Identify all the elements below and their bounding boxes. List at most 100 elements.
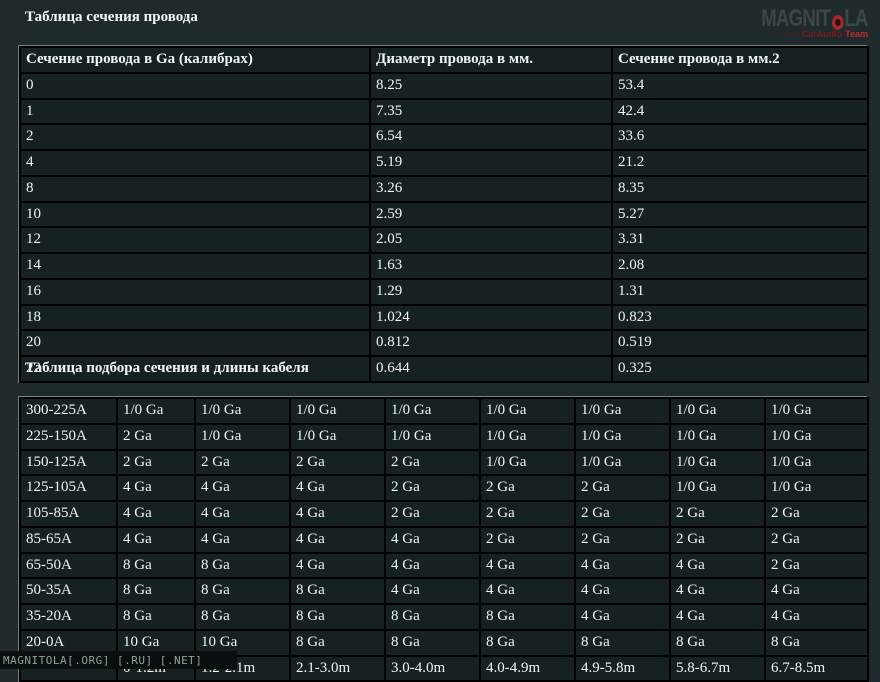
table-cell: 2 Ga (764, 525, 869, 554)
table-cell: 0 (19, 71, 371, 100)
table-cell: 2 Ga (116, 448, 196, 477)
table-cell: 8 Ga (479, 628, 576, 657)
table-cell: 4 Ga (764, 603, 869, 631)
table-cell: 4.9-5.8m (574, 654, 671, 682)
table-cell: 1/0 Ga (764, 397, 869, 425)
table-cell: 1/0 Ga (194, 422, 291, 451)
wire-gauge-table-container: Сечение провода в Ga (калибрах) Диаметр … (18, 45, 869, 383)
table-cell: 2 Ga (669, 500, 766, 528)
table-cell: 33.6 (611, 123, 869, 151)
table-row: 65-50A 8 Ga 8 Ga 4 Ga 4 Ga 4 Ga 4 Ga 4 Ga 2 Ga (19, 551, 869, 580)
column-header-diameter: Диаметр провода в мм. (369, 46, 613, 74)
table-cell: 225-150A (19, 422, 118, 451)
table-cell: 8 Ga (116, 551, 196, 580)
table-cell: 4 Ga (479, 551, 576, 580)
table-cell: 2 (19, 123, 371, 151)
table-cell: 21.2 (611, 149, 869, 177)
table-cell: 1/0 Ga (764, 422, 869, 451)
table-cell: 5.19 (369, 149, 613, 177)
table-cell: 4 Ga (194, 474, 291, 502)
table-cell: 1.29 (369, 277, 613, 306)
logo-wordmark: MAGNIT LA (761, 7, 868, 31)
table-cell: 3.31 (611, 226, 869, 254)
watermark-text: MAGNITOLA[.ORG] [.RU] [.NET] (3, 653, 203, 667)
table-cell: 1/0 Ga (384, 397, 481, 425)
table-cell: 4.0-4.9m (479, 654, 576, 682)
table-cell: 4 Ga (574, 551, 671, 580)
table-cell: 8.25 (369, 71, 613, 100)
table-cell: 4 Ga (764, 577, 869, 605)
table-cell: 2 Ga (764, 500, 869, 528)
table-cell: 1/0 Ga (669, 422, 766, 451)
table-cell: 2 Ga (384, 500, 481, 528)
table-cell: 12 (19, 226, 371, 254)
table-cell: 1/0 Ga (384, 422, 481, 451)
table-cell: 2 Ga (116, 422, 196, 451)
table-row: 225-150A 2 Ga 1/0 Ga 1/0 Ga 1/0 Ga 1/0 Ga 1/0 … (19, 422, 869, 451)
table-cell: 1/0 Ga (669, 448, 766, 477)
table-cell: 8 Ga (289, 577, 386, 605)
logo-subtitle-right: Team (845, 29, 868, 39)
table-cell: 4 Ga (289, 500, 386, 528)
table-cell: 1/0 Ga (479, 448, 576, 477)
table-cell: 2 Ga (384, 448, 481, 477)
table-row: 22 0.644 0.325 (19, 355, 869, 383)
table-cell: 125-105A (19, 474, 118, 502)
table-cell: 5.27 (611, 200, 869, 229)
watermark-bar: MAGNITOLA[.ORG] [.RU] [.NET] (0, 651, 237, 669)
table-cell: 4 Ga (116, 525, 196, 554)
table-cell: 8 Ga (289, 603, 386, 631)
table-cell: 2 Ga (479, 500, 576, 528)
table-cell: 0.812 (369, 329, 613, 357)
table-cell: 300-225A (19, 397, 118, 425)
table-row: 0 8.25 53.4 (19, 71, 869, 100)
table-row: 20 0.812 0.519 (19, 329, 869, 357)
table-row: 300-225A 1/0 Ga 1/0 Ga 1/0 Ga 1/0 Ga 1/0 Ga 1/… (19, 397, 869, 425)
table-row: 1 7.35 42.4 (19, 97, 869, 126)
table-cell: 4 Ga (289, 551, 386, 580)
table-cell: 1/0 Ga (479, 422, 576, 451)
table-cell: 8 Ga (116, 577, 196, 605)
table-row: 16 1.29 1.31 (19, 277, 869, 306)
column-header-area: Сечение провода в мм.2 (611, 46, 869, 74)
table-cell: 10 (19, 200, 371, 229)
table-cell: 4 Ga (669, 603, 766, 631)
table-cell: 8 Ga (384, 628, 481, 657)
logo-underline (782, 34, 799, 35)
table-cell: 0.325 (611, 355, 869, 383)
table-cell: 2 Ga (574, 500, 671, 528)
table-cell: 2.59 (369, 200, 613, 229)
table-cell: 8 Ga (194, 551, 291, 580)
table-cell: 4 Ga (384, 551, 481, 580)
table-cell: 53.4 (611, 71, 869, 100)
table-cell: 1/0 Ga (669, 474, 766, 502)
table-cell: 8 Ga (669, 628, 766, 657)
table-cell: 2 Ga (194, 448, 291, 477)
table-cell: 4 Ga (669, 551, 766, 580)
table-cell: 2.08 (611, 252, 869, 280)
cable-table-title: Таблица подбора сечения и длины кабеля (25, 360, 309, 376)
logo-text-right: LA (844, 5, 869, 32)
table-cell: 8 Ga (574, 628, 671, 657)
table-cell: 8.35 (611, 174, 869, 203)
table-cell: 8 Ga (194, 603, 291, 631)
table-cell: 4 Ga (116, 474, 196, 502)
table-cell: 14 (19, 252, 371, 280)
table-cell: 4 Ga (479, 577, 576, 605)
table-cell: 4 Ga (574, 603, 671, 631)
table-row: 14 1.63 2.08 (19, 252, 869, 280)
table-cell: 4 Ga (384, 577, 481, 605)
table-header-row: Сечение провода в Ga (калибрах) Диаметр … (19, 46, 869, 74)
table-cell: 0.519 (611, 329, 869, 357)
table-cell: 18 (19, 303, 371, 332)
table-cell: 2 Ga (289, 448, 386, 477)
cable-selection-table-container: 300-225A 1/0 Ga 1/0 Ga 1/0 Ga 1/0 Ga 1/0 Ga 1/… (18, 396, 869, 682)
logo-subtitle: CarAudio Team (731, 30, 868, 39)
table-cell: 65-50A (19, 551, 118, 580)
table-cell: 8 Ga (116, 603, 196, 631)
table-row: 10 2.59 5.27 (19, 200, 869, 229)
table-cell: 8 Ga (289, 628, 386, 657)
table-cell: 8 (19, 174, 371, 203)
table-cell: 1/0 Ga (764, 448, 869, 477)
